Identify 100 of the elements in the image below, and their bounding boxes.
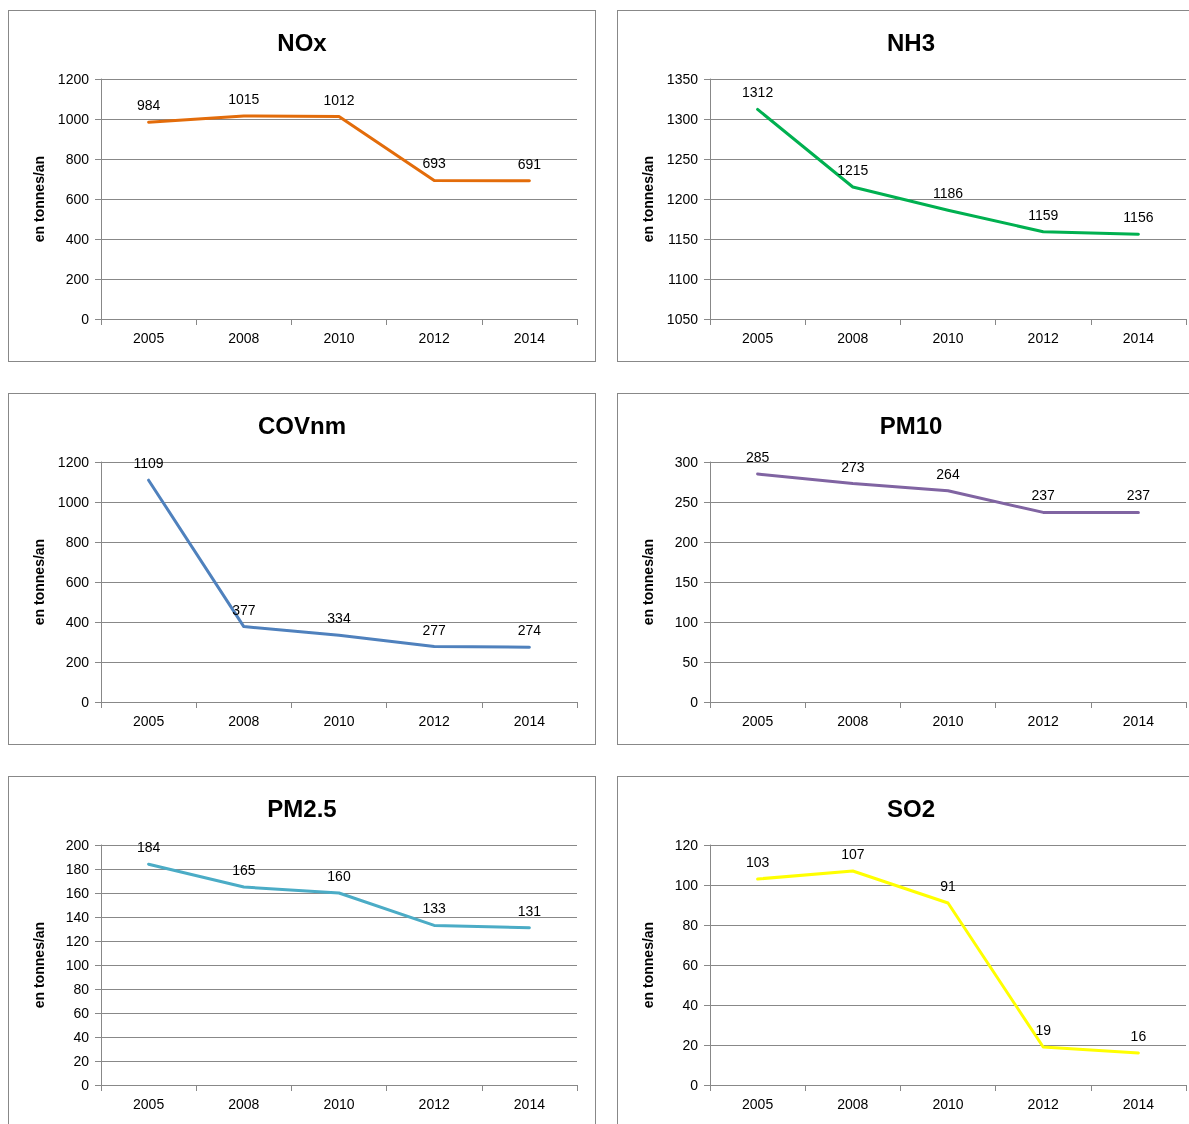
y-tick-label: 120 xyxy=(65,933,90,949)
x-tick-label: 2012 xyxy=(1027,1096,1059,1112)
y-tick-label: 250 xyxy=(674,494,699,510)
y-tick-label: 800 xyxy=(65,534,90,550)
y-tick-label: 1050 xyxy=(666,311,699,327)
y-tick-label: 0 xyxy=(81,694,90,710)
x-tick-label: 2005 xyxy=(742,713,774,729)
data-label: 237 xyxy=(1031,487,1056,504)
y-tick-label: 1350 xyxy=(666,71,699,87)
x-tick-label: 2014 xyxy=(1122,330,1155,346)
x-tick-label: 2005 xyxy=(133,330,165,346)
x-tick-label: 2008 xyxy=(228,330,260,346)
y-axis-title: en tonnes/an xyxy=(640,538,656,626)
x-tick-label: 2010 xyxy=(323,713,355,729)
x-tick-label: 2012 xyxy=(418,713,450,729)
data-label: 91 xyxy=(940,878,956,894)
x-tick-label: 2012 xyxy=(418,1096,450,1112)
data-label: 334 xyxy=(327,610,351,627)
y-axis-title: en tonnes/an xyxy=(31,538,47,626)
y-tick-label: 200 xyxy=(65,654,90,670)
chart-title: PM2.5 xyxy=(267,794,337,822)
y-tick-label: 400 xyxy=(65,614,90,630)
x-tick-label: 2014 xyxy=(513,713,546,729)
x-tick-label: 2008 xyxy=(837,1096,869,1112)
x-tick-label: 2010 xyxy=(932,713,964,729)
y-tick-label: 1000 xyxy=(57,494,90,510)
x-tick-label: 2010 xyxy=(932,1096,964,1112)
data-label: 1109 xyxy=(133,455,164,472)
y-tick-label: 150 xyxy=(674,574,699,590)
data-label: 19 xyxy=(1035,1022,1052,1038)
x-tick-label: 2010 xyxy=(932,330,964,346)
data-label: 274 xyxy=(517,622,542,639)
x-tick-label: 2012 xyxy=(418,330,450,346)
y-tick-label: 100 xyxy=(674,877,699,893)
data-label: 691 xyxy=(517,155,542,172)
y-tick-label: 20 xyxy=(682,1037,699,1053)
y-tick-label: 180 xyxy=(65,861,90,877)
data-label: 1186 xyxy=(932,185,964,202)
data-label: 237 xyxy=(1126,487,1151,504)
x-tick-label: 2010 xyxy=(323,1096,355,1112)
y-axis-title: en tonnes/an xyxy=(31,921,47,1009)
y-tick-label: 50 xyxy=(682,654,699,670)
data-label: 160 xyxy=(327,868,351,884)
x-tick-label: 2005 xyxy=(133,713,165,729)
y-tick-label: 400 xyxy=(65,231,90,247)
y-tick-label: 600 xyxy=(65,191,90,207)
data-label: 103 xyxy=(745,854,770,870)
y-tick-label: 0 xyxy=(690,1077,699,1093)
data-label: 277 xyxy=(422,621,447,638)
y-tick-label: 40 xyxy=(73,1029,90,1045)
y-tick-label: 0 xyxy=(690,694,699,710)
y-tick-label: 200 xyxy=(65,837,90,853)
x-tick-label: 2010 xyxy=(323,330,355,346)
y-tick-label: 100 xyxy=(674,614,699,630)
data-label: 1215 xyxy=(837,162,869,178)
data-label: 1159 xyxy=(1028,206,1059,223)
y-tick-label: 200 xyxy=(674,534,699,550)
y-tick-label: 1150 xyxy=(667,231,699,247)
y-tick-label: 1200 xyxy=(666,191,699,207)
y-tick-label: 1250 xyxy=(666,151,699,167)
data-label: 16 xyxy=(1130,1028,1147,1044)
y-tick-label: 1200 xyxy=(57,71,90,87)
data-label: 1312 xyxy=(742,84,774,101)
x-tick-label: 2014 xyxy=(513,1096,546,1112)
y-tick-label: 600 xyxy=(65,574,90,590)
x-tick-label: 2008 xyxy=(228,1096,260,1112)
y-tick-label: 1000 xyxy=(57,111,90,127)
y-tick-label: 1200 xyxy=(57,454,90,470)
data-label: 165 xyxy=(232,862,256,878)
data-label: 377 xyxy=(232,601,256,618)
y-tick-label: 160 xyxy=(65,885,90,901)
x-tick-label: 2008 xyxy=(228,713,260,729)
y-tick-label: 1100 xyxy=(667,271,699,287)
data-label: 184 xyxy=(136,839,161,856)
chart-title: NOx xyxy=(277,28,328,56)
data-label: 264 xyxy=(936,465,960,482)
x-tick-label: 2005 xyxy=(133,1096,165,1112)
y-tick-label: 20 xyxy=(73,1053,90,1069)
y-tick-label: 800 xyxy=(65,151,90,167)
data-label: 1012 xyxy=(323,91,355,108)
y-axis-title: en tonnes/an xyxy=(640,921,656,1009)
x-tick-label: 2005 xyxy=(742,1096,774,1112)
x-tick-label: 2014 xyxy=(513,330,546,346)
x-tick-label: 2012 xyxy=(1027,713,1059,729)
chart-title: PM10 xyxy=(879,411,943,439)
y-tick-label: 40 xyxy=(682,997,699,1013)
y-tick-label: 200 xyxy=(65,271,90,287)
x-tick-label: 2005 xyxy=(742,330,774,346)
data-label: 133 xyxy=(422,900,447,917)
data-label: 273 xyxy=(841,458,865,475)
x-tick-label: 2012 xyxy=(1027,330,1059,346)
y-tick-label: 0 xyxy=(81,311,90,327)
data-label: 693 xyxy=(422,155,447,172)
y-tick-label: 100 xyxy=(65,957,90,973)
y-axis-title: en tonnes/an xyxy=(31,155,47,243)
data-label: 107 xyxy=(841,846,865,862)
data-label: 285 xyxy=(745,449,770,465)
y-tick-label: 60 xyxy=(682,957,699,973)
chart-title: COVnm xyxy=(257,411,347,439)
data-label: 1156 xyxy=(1123,209,1154,226)
